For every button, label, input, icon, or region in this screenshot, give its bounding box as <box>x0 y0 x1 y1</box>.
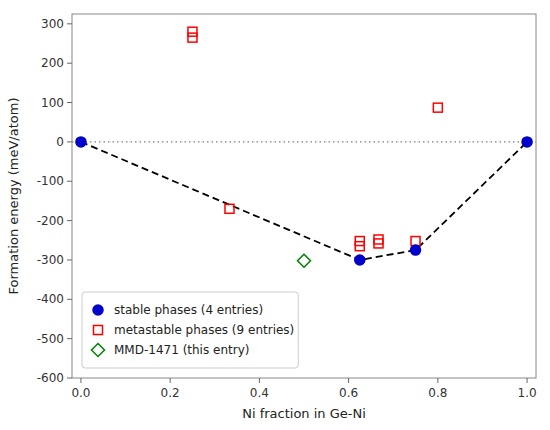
y-tick <box>67 63 72 64</box>
y-tick <box>67 181 72 182</box>
x-axis-label: Ni fraction in Ge-Ni <box>242 406 366 421</box>
scatter-series <box>298 254 311 267</box>
point <box>411 237 420 246</box>
y-tick-label: 100 <box>41 96 64 110</box>
point <box>188 27 197 36</box>
x-tick <box>527 378 528 383</box>
legend: stable phases (4 entries) metastable phas… <box>82 292 298 368</box>
x-tick <box>259 378 260 383</box>
point <box>355 255 365 265</box>
y-tick-label: -100 <box>37 174 64 188</box>
reference-line <box>72 141 536 142</box>
x-tick-label: 0.2 <box>161 386 180 400</box>
legend-box <box>82 292 298 368</box>
marks <box>72 27 536 267</box>
point <box>355 242 364 251</box>
point <box>188 33 197 42</box>
point <box>411 245 421 255</box>
y-tick <box>67 378 72 379</box>
point <box>433 103 442 112</box>
y-tick <box>67 220 72 221</box>
point <box>374 235 383 244</box>
x-tick-label: 0.6 <box>339 386 358 400</box>
y-tick-label: 300 <box>41 17 64 31</box>
plot-frame <box>72 14 536 378</box>
x-tick-label: 1.0 <box>518 386 537 400</box>
point <box>522 137 532 147</box>
y-tick <box>67 141 72 142</box>
x-tick <box>170 378 171 383</box>
y-tick <box>67 338 72 339</box>
y-tick <box>67 23 72 24</box>
legend-label: metastable phases (9 entries) <box>114 323 294 337</box>
legend-label: MMD-1471 (this entry) <box>114 343 249 357</box>
point <box>298 254 311 267</box>
legend-symbol <box>94 326 103 335</box>
point <box>76 137 86 147</box>
scatter-series <box>76 137 532 265</box>
y-tick-label: -600 <box>37 371 64 385</box>
y-tick-label: 0 <box>56 135 64 149</box>
legend-symbol <box>92 344 105 357</box>
y-tick-label: -200 <box>37 214 64 228</box>
y-tick-label: 200 <box>41 56 64 70</box>
chart: 0.0 0.2 0.4 0.6 0.8 1.0 -600 -500 -400 -300 -200 -1… <box>0 0 550 430</box>
legend-item: metastable phases (9 entries) <box>94 323 295 337</box>
legend-label: stable phases (4 entries) <box>114 303 263 317</box>
legend-item: stable phases (4 entries) <box>93 303 263 317</box>
x-tick <box>437 378 438 383</box>
legend-symbol <box>93 305 103 315</box>
x-tick-label: 0.0 <box>71 386 90 400</box>
y-tick-label: -300 <box>37 253 64 267</box>
axes: 0.0 0.2 0.4 0.6 0.8 1.0 -600 -500 -400 -300 -200 -1… <box>37 17 537 400</box>
legend-item: MMD-1471 (this entry) <box>92 343 250 357</box>
y-tick-label: -400 <box>37 292 64 306</box>
x-tick-label: 0.8 <box>428 386 447 400</box>
x-tick <box>80 378 81 383</box>
y-axis-label: Formation energy (meV/atom) <box>6 98 21 295</box>
y-tick <box>67 102 72 103</box>
convex-hull-line <box>81 142 527 260</box>
y-tick <box>67 299 72 300</box>
y-tick <box>67 259 72 260</box>
x-tick-label: 0.4 <box>250 386 269 400</box>
y-tick-label: -500 <box>37 332 64 346</box>
scatter-series <box>188 27 442 250</box>
point <box>225 204 234 213</box>
x-tick <box>348 378 349 383</box>
